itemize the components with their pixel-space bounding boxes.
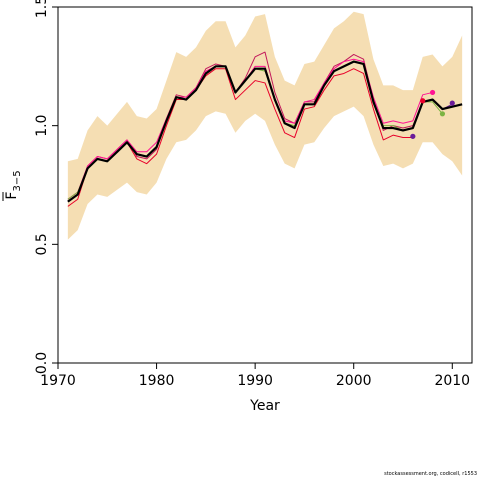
- y-tick-label: 0.5: [34, 233, 50, 255]
- x-tick-label: 2000: [336, 373, 372, 389]
- x-tick-label: 2010: [434, 373, 470, 389]
- terminal-point: [420, 98, 426, 104]
- terminal-point: [429, 89, 436, 96]
- y-tick-label: 0.0: [34, 352, 50, 374]
- plot-frame: [57, 6, 473, 364]
- terminal-point: [449, 100, 455, 106]
- series-lines: [67, 51, 463, 207]
- y-tick-label: 1.0: [34, 115, 50, 137]
- series-line: [67, 60, 463, 203]
- terminal-point: [410, 133, 416, 139]
- x-axis-title: Year: [249, 398, 280, 414]
- x-tick-label: 1970: [40, 373, 76, 389]
- y-axis: 0.0 0.5 1.0 1.5: [34, 0, 58, 374]
- y-tick-label: 1.5: [34, 0, 50, 18]
- y-axis-title: F3−5: [2, 170, 23, 201]
- svg-text:F3−5: F3−5: [4, 170, 23, 199]
- y-axis-title-main: F: [4, 192, 20, 200]
- uncertainty-band: [67, 11, 463, 240]
- confidence-band: [67, 11, 463, 240]
- credit-text: stockassessment.org, codiceII, r1553: [384, 471, 477, 477]
- x-tick-label: 1990: [237, 373, 273, 389]
- y-axis-title-sub: 3−5: [12, 170, 23, 191]
- terminal-point: [439, 111, 446, 117]
- terminal-points: [410, 89, 455, 139]
- x-axis: 1970 1980 1990 2000 2010: [40, 363, 470, 389]
- x-tick-label: 1980: [139, 373, 175, 389]
